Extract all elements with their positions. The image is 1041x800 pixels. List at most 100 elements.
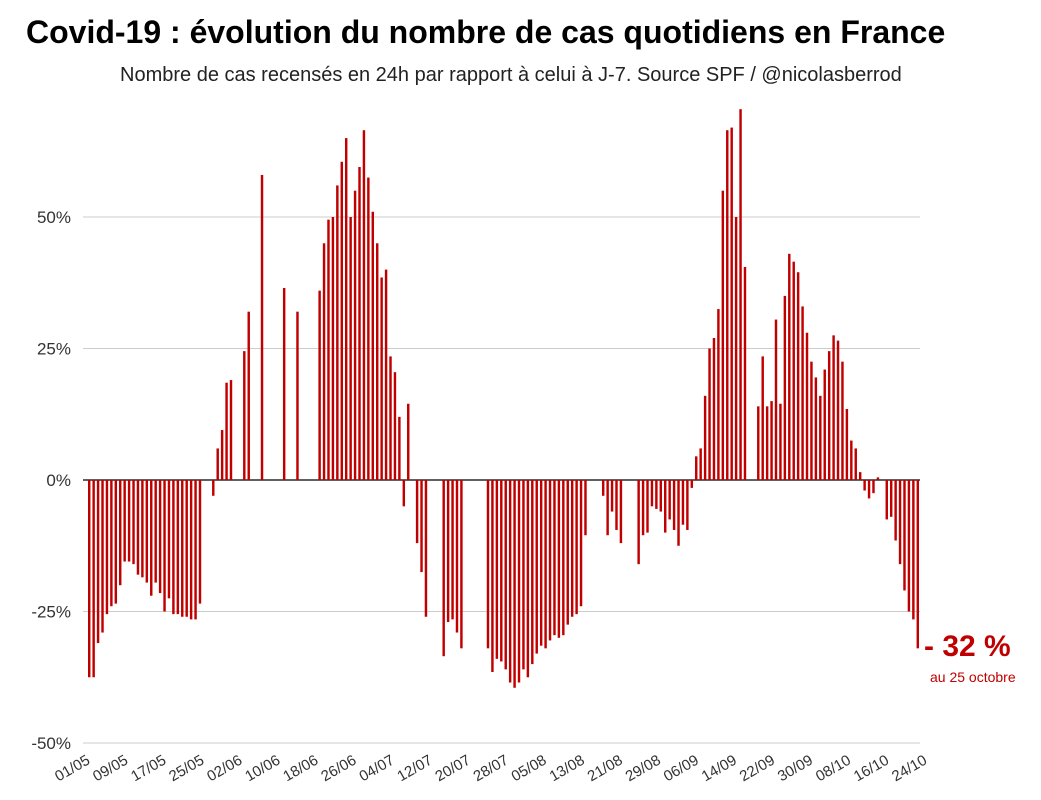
x-tick-label: 30/09: [775, 752, 816, 785]
bar: [907, 480, 911, 612]
bar: [282, 288, 286, 480]
latest-value-annotation: - 32 %: [924, 630, 1011, 663]
bar: [460, 480, 463, 649]
bar: [176, 480, 180, 615]
x-tick-label: 18/06: [280, 752, 321, 785]
bar: [805, 332, 809, 480]
x-tick-label: 08/10: [813, 752, 854, 785]
bar: [110, 480, 113, 607]
x-tick-label: 22/09: [737, 752, 778, 785]
bar: [845, 408, 849, 480]
bar: [336, 185, 339, 480]
bar: [850, 440, 853, 480]
bar: [619, 480, 623, 544]
bar: [819, 395, 822, 480]
bar: [912, 480, 915, 620]
bar: [194, 480, 197, 620]
bar: [841, 361, 844, 480]
bar: [158, 480, 162, 594]
bar: [420, 480, 423, 573]
bar: [872, 480, 875, 494]
bar: [703, 395, 707, 480]
x-tick-label: 29/08: [623, 752, 664, 785]
bar: [579, 480, 583, 607]
bar: [898, 480, 902, 565]
bar: [783, 295, 787, 480]
bar: [376, 243, 379, 480]
bar: [681, 480, 685, 525]
bar: [544, 480, 547, 649]
bar: [916, 480, 920, 649]
bar: [141, 480, 144, 578]
bar: [119, 480, 122, 586]
bar: [721, 190, 725, 480]
bar: [486, 480, 490, 649]
bar: [641, 480, 645, 536]
bar: [198, 480, 202, 604]
bar: [637, 480, 640, 565]
bar: [451, 480, 454, 620]
bar: [114, 480, 118, 604]
bar: [318, 290, 321, 480]
bar: [876, 477, 880, 480]
bar: [150, 480, 153, 596]
bar: [491, 480, 494, 672]
bar-layer: [88, 109, 920, 688]
bar: [353, 190, 357, 480]
chart-subtitle: Nombre de cas recensés en 24h par rappor…: [120, 64, 902, 86]
bar: [695, 456, 698, 480]
bar: [371, 211, 375, 481]
bar: [796, 272, 800, 480]
bar: [260, 174, 264, 481]
x-tick-label: 12/07: [394, 752, 435, 785]
bar: [672, 480, 676, 530]
bar: [690, 480, 694, 488]
bar: [446, 480, 450, 623]
bar: [575, 480, 578, 615]
bar: [247, 311, 250, 480]
bar: [500, 480, 503, 662]
bar: [827, 351, 831, 480]
x-tick-label: 20/07: [432, 752, 473, 785]
bar: [296, 311, 299, 480]
bar: [517, 480, 521, 683]
bar: [770, 401, 773, 480]
bar: [712, 337, 716, 480]
bar: [894, 480, 897, 541]
chart-title: Covid-19 : évolution du nombre de cas qu…: [26, 14, 946, 50]
y-tick-label: 50%: [37, 208, 71, 227]
bar: [504, 480, 507, 670]
bar: [557, 480, 561, 638]
bar: [606, 480, 609, 536]
bar: [526, 480, 530, 678]
bar: [730, 127, 733, 480]
bar: [699, 448, 702, 480]
bar: [761, 356, 764, 480]
y-tick-label: 0%: [46, 471, 71, 490]
bar: [779, 403, 782, 480]
bar: [677, 480, 680, 546]
bar: [225, 382, 228, 480]
bar: [814, 377, 818, 480]
bar: [127, 480, 131, 562]
bar: [96, 480, 100, 644]
bar: [331, 217, 335, 480]
bar: [415, 480, 419, 544]
bar: [344, 138, 348, 480]
bar: [903, 480, 906, 591]
bar: [349, 217, 352, 480]
bar: [708, 348, 711, 480]
y-tick-label: 25%: [37, 340, 71, 359]
bar: [389, 356, 392, 480]
x-tick-label: 05/08: [509, 752, 550, 785]
x-tick-label: 09/05: [90, 752, 131, 785]
bar: [367, 177, 370, 481]
bar: [792, 261, 795, 480]
x-tick-label: 06/09: [661, 752, 702, 785]
x-tick-label: 04/07: [356, 752, 397, 785]
x-tick-label: 02/06: [204, 752, 245, 785]
bar: [172, 480, 175, 615]
bar: [340, 161, 343, 480]
bar: [566, 480, 569, 625]
